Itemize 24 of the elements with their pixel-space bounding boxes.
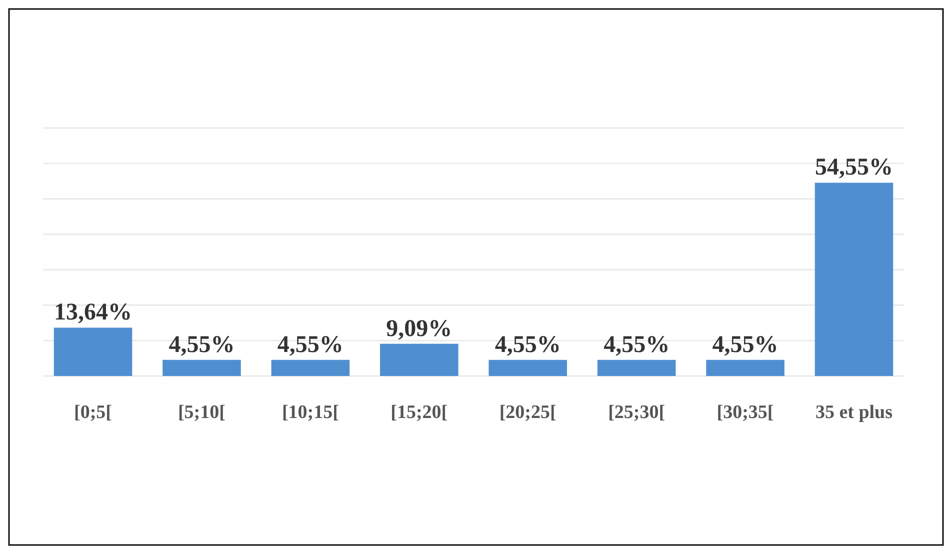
data-label: 9,09% <box>386 316 452 342</box>
data-label: 13,64% <box>54 300 132 326</box>
bar <box>380 344 458 376</box>
bar <box>54 328 132 376</box>
x-tick-label: [0;5[ <box>74 402 112 423</box>
x-tick-label: [5;10[ <box>178 402 226 423</box>
x-tick-label: 35 et plus <box>815 402 893 423</box>
x-tick-label: [15;20[ <box>390 402 448 423</box>
data-label: 4,55% <box>168 332 235 358</box>
bar <box>162 360 241 376</box>
x-tick-label: [30;35[ <box>716 402 774 423</box>
x-tick-label: [20;25[ <box>499 402 556 423</box>
bar <box>597 360 676 376</box>
data-label: 4,55% <box>494 332 561 358</box>
bar <box>706 360 784 376</box>
bar <box>488 360 567 376</box>
data-label: 4,55% <box>712 332 778 358</box>
bar <box>814 182 894 376</box>
x-tick-label: [10;15[ <box>282 402 339 423</box>
data-label: 4,55% <box>277 332 344 358</box>
data-label: 4,55% <box>604 332 670 358</box>
x-tick-label: [25;30[ <box>608 402 666 423</box>
bar <box>271 360 350 376</box>
data-label: 54,55% <box>814 154 893 181</box>
